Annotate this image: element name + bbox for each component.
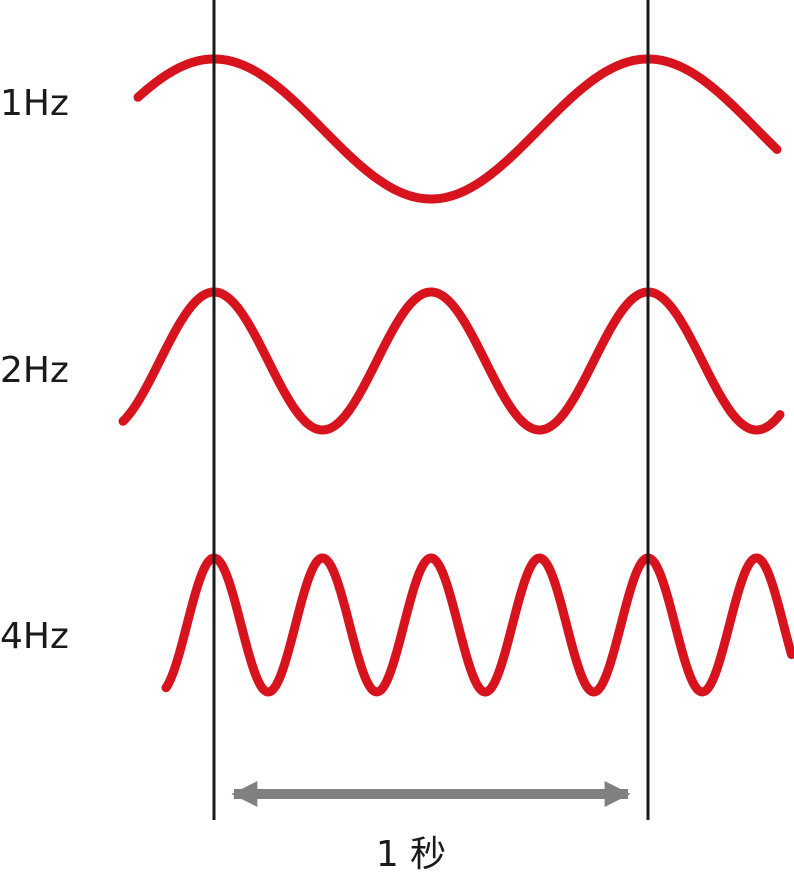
wave-label-1hz: 1Hz (0, 83, 69, 124)
wave-label-4hz: 4Hz (0, 616, 69, 657)
sine-wave-2hz (118, 287, 785, 435)
sine-wave-1hz (133, 54, 782, 204)
duration-label: 1 秒 (376, 834, 446, 875)
wave-label-2hz: 2Hz (0, 350, 69, 391)
sine-wave-4hz (161, 553, 794, 697)
